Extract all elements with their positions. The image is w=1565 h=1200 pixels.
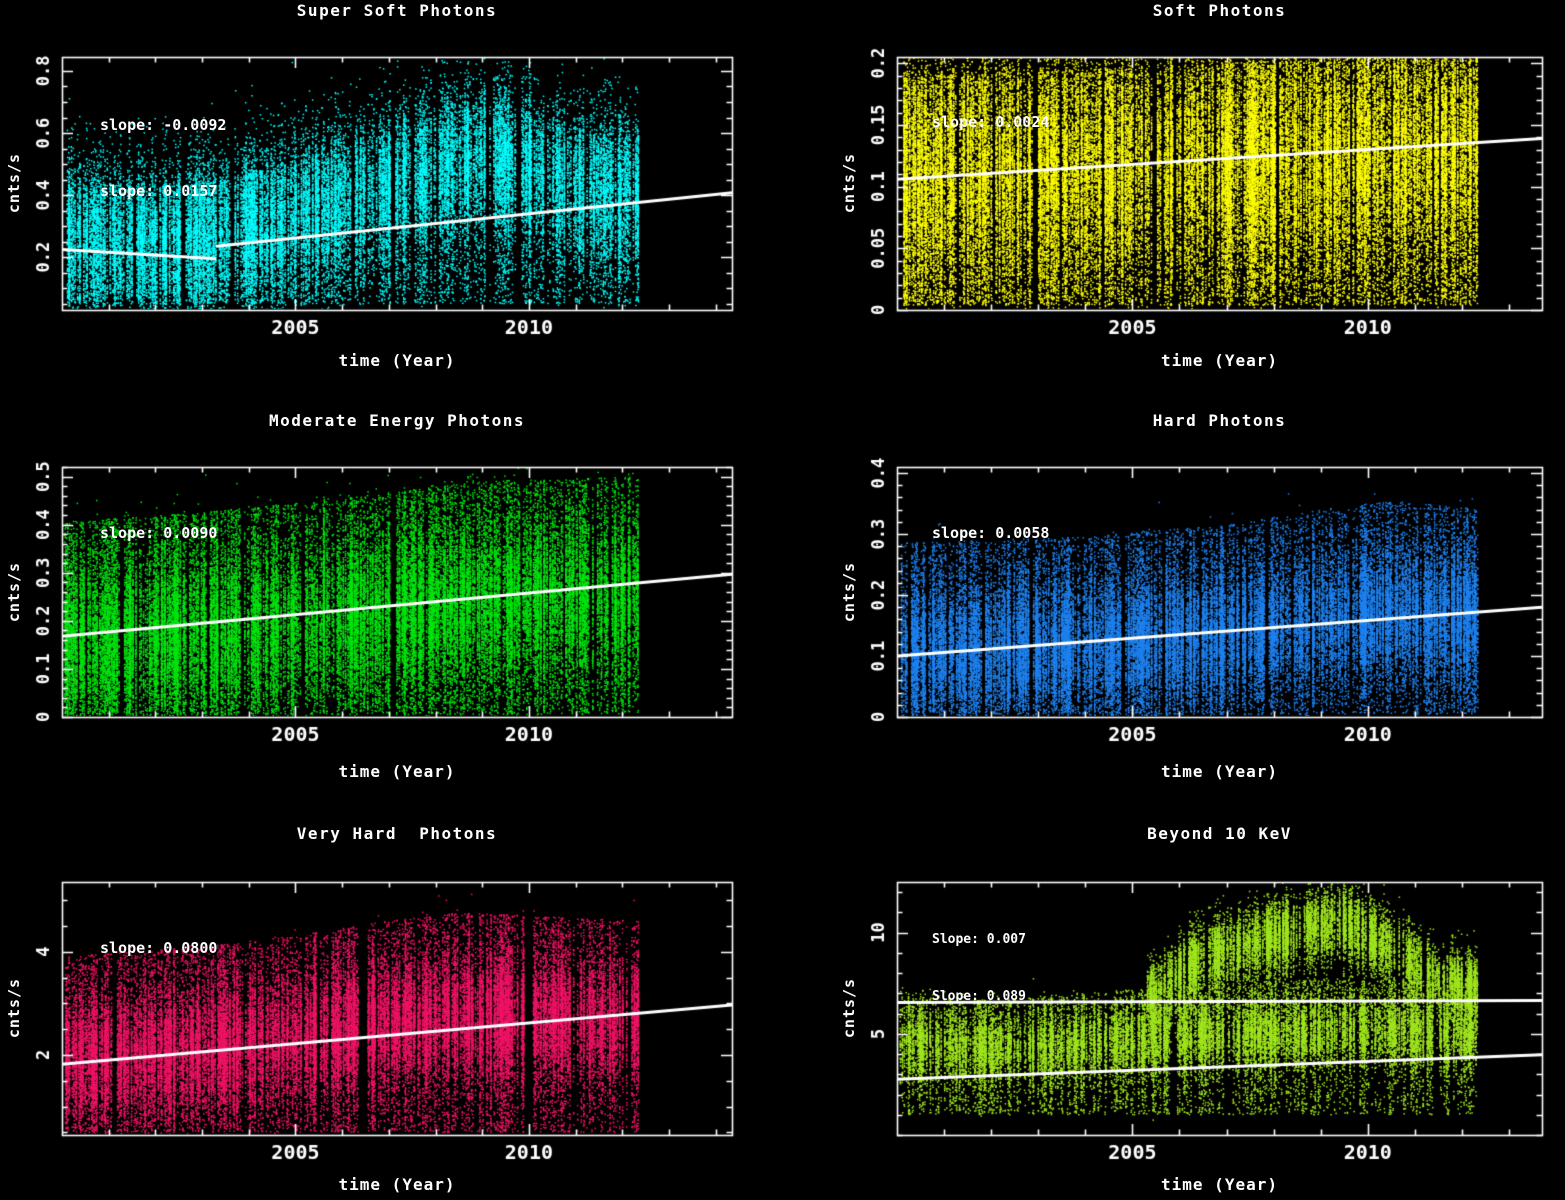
chart-title: Moderate Energy Photons [268, 411, 526, 430]
y-axis-label: cnts/s [840, 561, 858, 623]
slope-annotation-line: slope: 0.0090 [100, 524, 218, 542]
slope-annotation-line: slope: 0.0157 [100, 182, 218, 200]
x-axis-label: time (Year) [1161, 762, 1278, 781]
slope-annotations: Slope: 0.007 Slope: 0.089 [932, 892, 1026, 1044]
chart-title: Hard Photons [1152, 411, 1287, 430]
chart-title: Beyond 10 KeV [1147, 824, 1292, 843]
slope-annotation-line: slope: 0.0800 [100, 939, 218, 957]
slope-annotation-line: slope: -0.0092 [100, 116, 227, 134]
chart-title: Very Hard Photons [296, 824, 498, 843]
slope-annotations: slope: -0.0092 slope: 0.0157 [100, 70, 226, 246]
x-axis-label: time (Year) [1161, 351, 1278, 370]
x-axis-label: time (Year) [1161, 1175, 1278, 1194]
y-axis-label: cnts/s [5, 977, 23, 1039]
slope-annotation-line: Slope: 0.007 [932, 932, 1026, 947]
x-axis-label: time (Year) [338, 762, 456, 781]
slope-annotations: slope: 0.0058 [932, 478, 1049, 588]
x-axis-label: time (Year) [338, 1175, 456, 1194]
y-axis-label: cnts/s [840, 152, 858, 214]
slope-annotations: slope: 0.0800 [100, 893, 217, 1003]
y-axis-label: cnts/s [5, 561, 23, 623]
slope-annotations: slope: 0.0024 [932, 67, 1049, 177]
y-axis-label: cnts/s [5, 152, 23, 214]
y-axis-label: cnts/s [840, 977, 858, 1039]
slope-annotation-line: slope: 0.0024 [932, 113, 1050, 131]
x-axis-label: time (Year) [338, 351, 456, 370]
slope-annotation-line: slope: 0.0058 [932, 524, 1050, 542]
chart-title: Soft Photons [1152, 1, 1287, 20]
slope-annotations: slope: 0.0090 [100, 478, 217, 588]
chart-title: Super Soft Photons [296, 1, 498, 20]
slope-annotation-line: Slope: 0.089 [932, 989, 1026, 1004]
